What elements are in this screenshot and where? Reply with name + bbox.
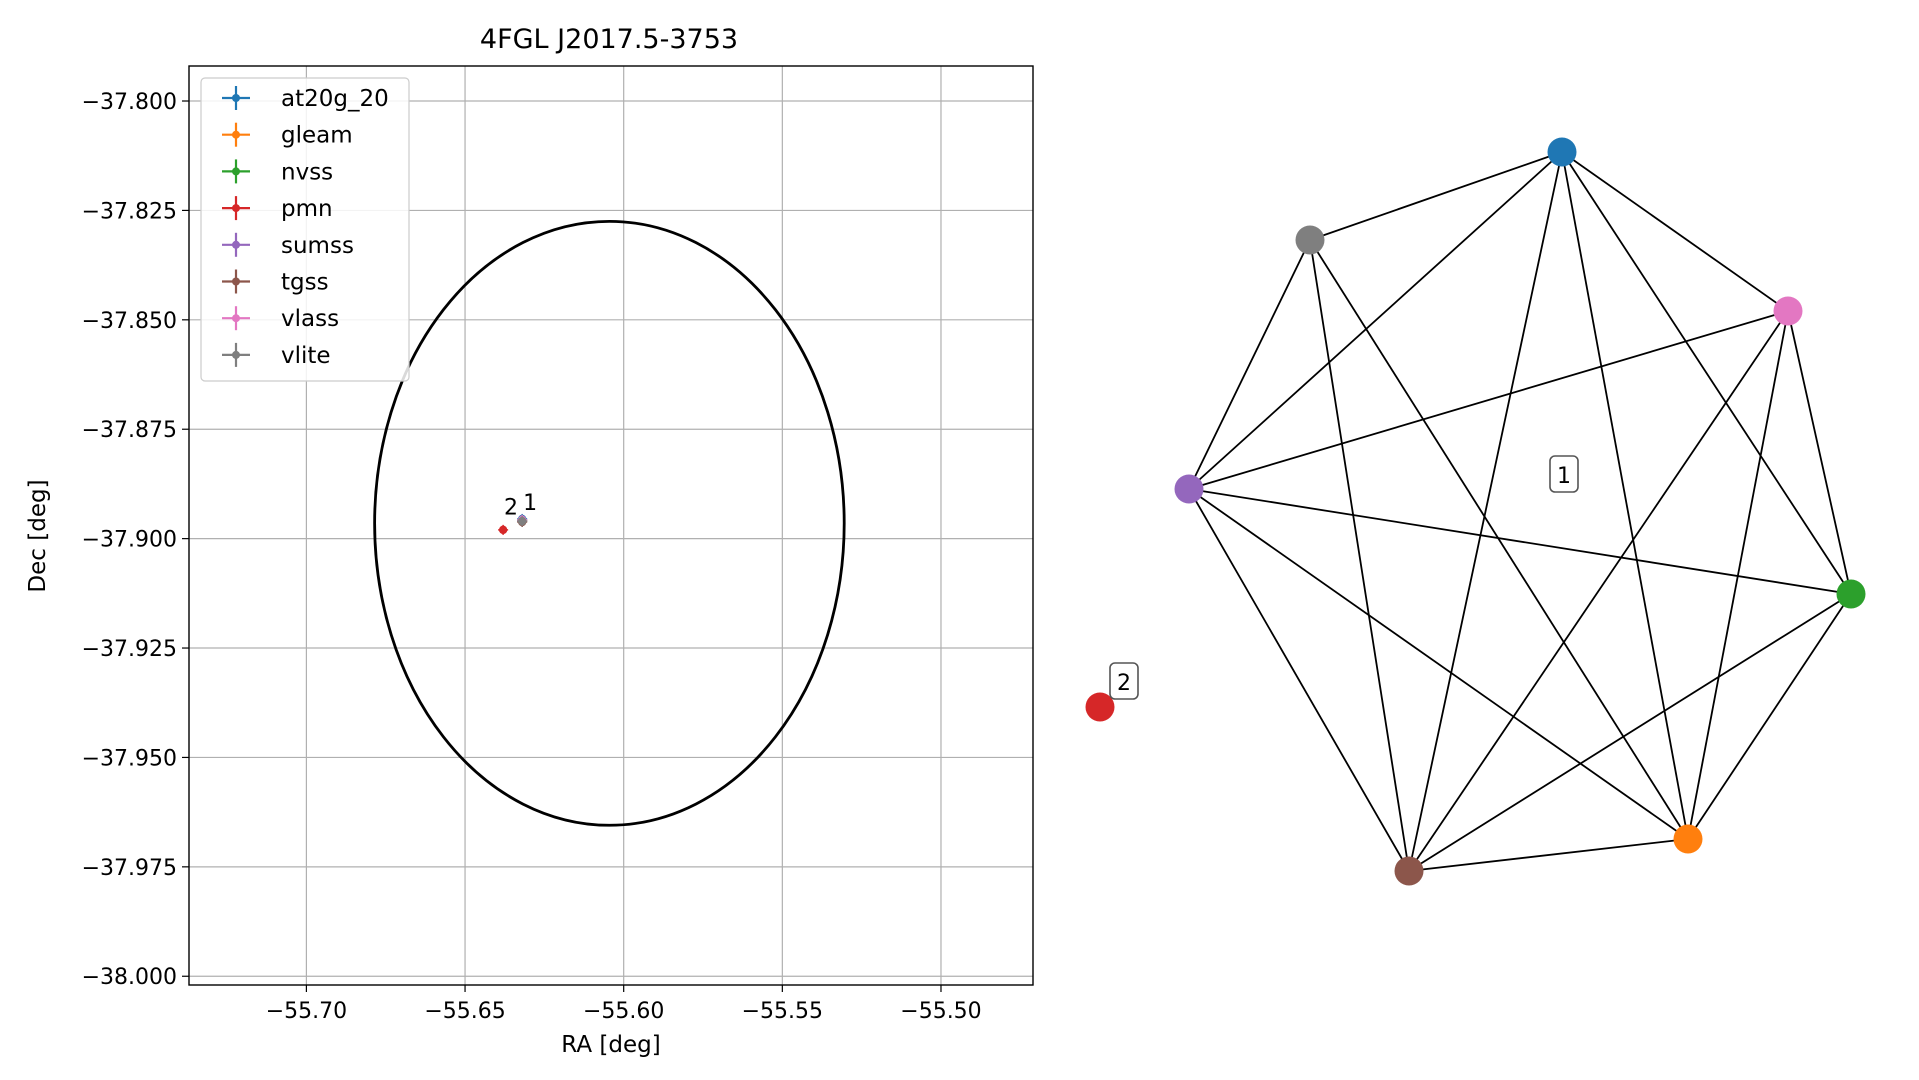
legend-label: pmn [281, 196, 333, 222]
graph-edge [1188, 310, 1789, 490]
graph-edge [1188, 151, 1563, 490]
y-tick-label: −37.850 [82, 309, 177, 334]
y-axis-label: Dec [deg] [25, 479, 51, 592]
group-label-2: 2 [1109, 662, 1139, 700]
legend-item-sumss: sumss [222, 232, 354, 259]
graph-edge [1188, 488, 1689, 840]
plot-frame [188, 65, 1034, 986]
graph-edges [1188, 151, 1852, 872]
association-graph: 12 [1085, 137, 1866, 886]
graph-edge [1687, 593, 1852, 840]
graph-edge [1188, 488, 1852, 595]
graph-edge [1408, 310, 1789, 872]
x-tick-label: −55.60 [583, 999, 664, 1024]
x-axis-label: RA [deg] [561, 1032, 660, 1058]
localization-ellipse-layer [373, 219, 846, 827]
graph-node-tgss [1394, 856, 1424, 886]
graph-edge [1188, 488, 1410, 872]
legend-item-pmn: pmn [222, 196, 333, 222]
legend-label: nvss [281, 159, 333, 185]
y-tick-label: −37.800 [82, 90, 177, 115]
graph-edge [1561, 151, 1789, 312]
source-points-layer [498, 513, 528, 535]
graph-edge [1787, 310, 1852, 595]
x-tick-label: −55.55 [742, 999, 823, 1024]
source-label-2: 2 [504, 496, 518, 521]
legend-item-vlass: vlass [222, 306, 339, 332]
legend-label: vlite [281, 343, 331, 369]
legend-box [200, 77, 410, 382]
graph-edge [1309, 239, 1410, 872]
y-tick-label: −38.000 [82, 965, 177, 990]
graph-edge [1408, 151, 1563, 872]
legend-label: at20g_20 [281, 86, 389, 112]
graph-node-gleam [1673, 824, 1703, 854]
y-axis-ticks: −37.800 −37.825 −37.850 −37.875 −37.900 −37.9… [82, 90, 189, 990]
source-label-1: 1 [523, 491, 537, 516]
y-tick-label: −37.925 [82, 637, 177, 662]
chart-title: 4FGL J2017.5-3753 [480, 24, 738, 55]
graph-edge [1188, 239, 1311, 490]
graph-edge [1309, 151, 1563, 241]
legend-label: sumss [281, 233, 354, 259]
y-tick-label: −37.825 [82, 199, 177, 224]
svg-text:1: 1 [1557, 464, 1571, 489]
legend-label: tgss [281, 270, 329, 296]
x-tick-label: −55.50 [900, 999, 981, 1024]
graph-node-nvss [1836, 579, 1866, 609]
y-tick-label: −37.875 [82, 418, 177, 443]
graph-edge [1687, 310, 1789, 840]
source-labels-layer: 12 [504, 491, 537, 520]
graph-node-at20g_20 [1547, 137, 1577, 167]
graph-node-sumss [1174, 474, 1204, 504]
data-point-pmn [498, 524, 509, 535]
legend-item-gleam: gleam [222, 122, 353, 149]
y-tick-label: −37.900 [82, 528, 177, 553]
graph-nodes [1085, 137, 1866, 886]
graph-node-pmn [1085, 692, 1115, 722]
graph-edge [1408, 838, 1689, 872]
x-axis-ticks: −55.70 −55.65 −55.60 −55.55 −55.50 [266, 985, 982, 1024]
svg-text:2: 2 [1117, 671, 1131, 696]
legend-item-at20g_20: at20g_20 [222, 86, 389, 112]
localization-ellipse [373, 219, 846, 827]
legend-label: vlass [281, 306, 339, 332]
graph-edge [1561, 151, 1852, 595]
graph-edge [1561, 151, 1689, 840]
graph-node-vlass [1773, 296, 1803, 326]
x-tick-label: −55.65 [424, 999, 505, 1024]
graph-group-labels: 12 [1109, 455, 1579, 700]
graph-node-vlite [1295, 225, 1325, 255]
sky-position-plot: 4FGL J2017.5-3753 12 −55.70 −55.65 −55.60−… [25, 24, 1034, 1058]
x-tick-label: −55.70 [266, 999, 347, 1024]
legend-item-tgss: tgss [222, 269, 329, 296]
y-tick-label: −37.950 [82, 746, 177, 771]
graph-edge [1408, 593, 1852, 872]
y-tick-label: −37.975 [82, 856, 177, 881]
graph-edge [1309, 239, 1689, 840]
data-point-vlite [517, 516, 528, 527]
legend-item-vlite: vlite [222, 342, 331, 369]
group-label-1: 1 [1549, 455, 1579, 493]
legend-item-nvss: nvss [222, 159, 333, 185]
legend-label: gleam [281, 123, 353, 149]
